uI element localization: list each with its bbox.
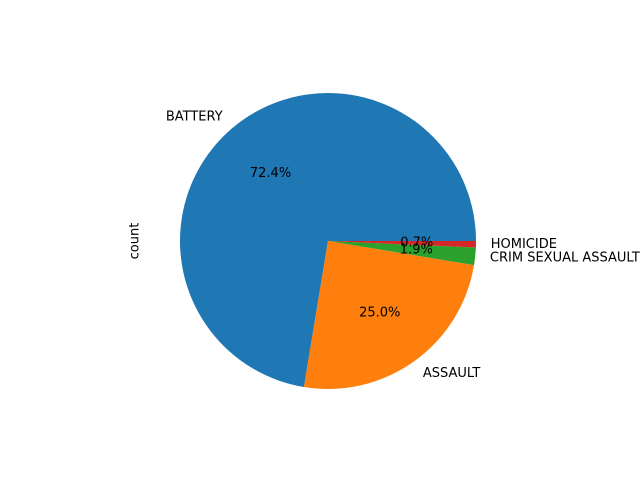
slice-label-homicide: HOMICIDE <box>491 237 557 252</box>
slice-label-crim-sexual-assault: CRIM SEXUAL ASSAULT <box>490 250 640 265</box>
slice-label-battery: BATTERY <box>166 109 223 124</box>
slice-percent-assault: 25.0% <box>359 306 400 321</box>
slice-label-assault: ASSAULT <box>423 366 480 381</box>
pie-slice-homicide <box>328 241 476 248</box>
pie-slice-crim-sexual-assault <box>328 241 476 266</box>
pie-slice-battery <box>180 92 476 388</box>
pie-labels: BATTERY 72.4% ASSAULT 25.0% CRIM SEXUAL ASSA… <box>166 109 640 380</box>
slice-percent-homicide: 0.7% <box>400 235 433 250</box>
pie-slice-assault <box>303 241 475 389</box>
slice-percent-crim-sexual-assault: 1.9% <box>400 243 433 258</box>
y-axis-label: count <box>128 223 143 260</box>
pie-slices <box>180 92 476 389</box>
slice-percent-battery: 72.4% <box>250 166 291 181</box>
